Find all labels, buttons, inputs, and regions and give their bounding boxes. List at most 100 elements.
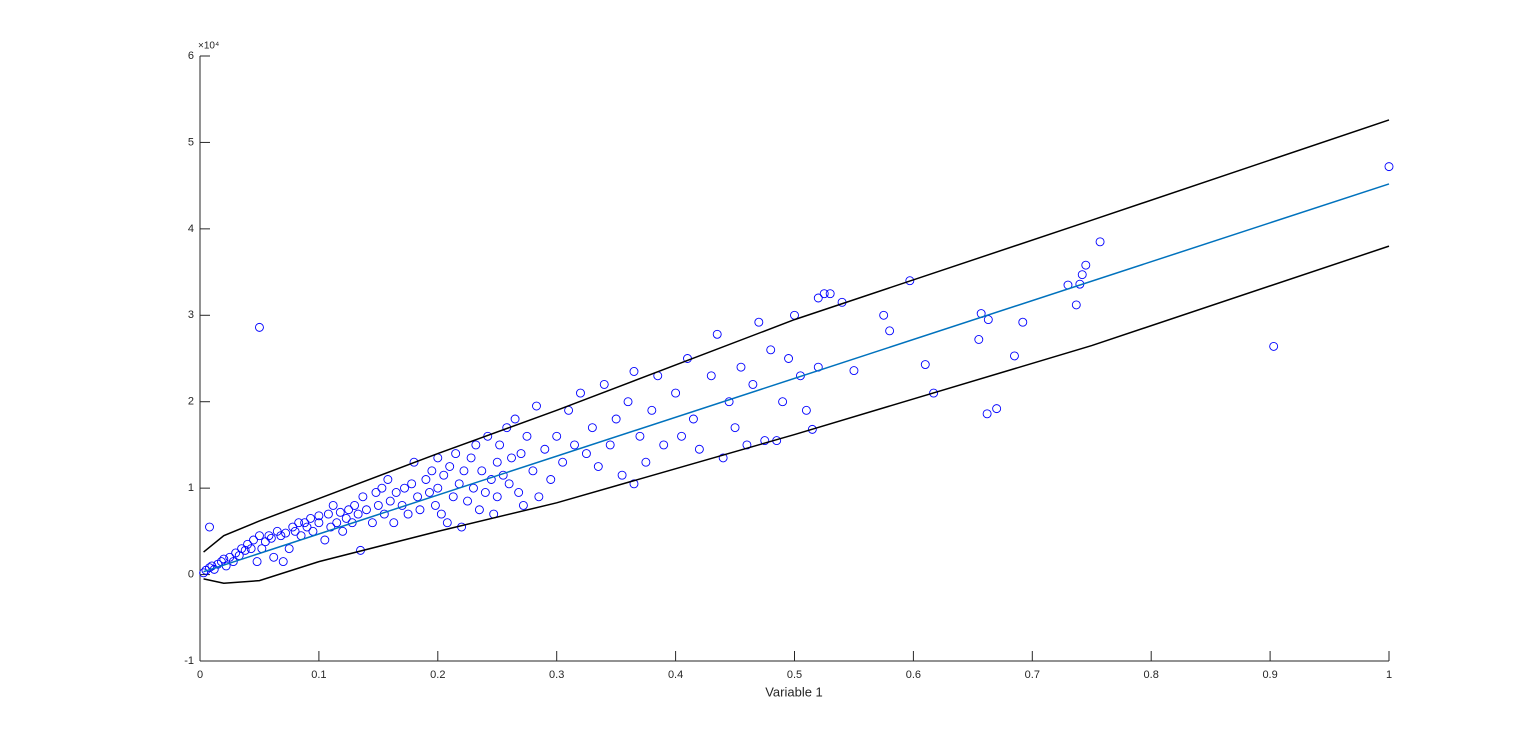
data-point [477, 466, 487, 476]
data-point [373, 500, 383, 510]
data-point [641, 457, 651, 467]
data-point [974, 335, 984, 344]
data-point [748, 379, 758, 389]
data-point [284, 544, 294, 554]
data-point [504, 479, 514, 489]
line [203, 119, 1390, 553]
x-tick-label: 0.1 [311, 669, 326, 681]
data-point [383, 475, 393, 484]
x-tick-label: 0.7 [1025, 669, 1040, 681]
data-point [518, 500, 528, 510]
data-point [1081, 260, 1091, 270]
data-point [306, 513, 316, 523]
data-point [425, 488, 434, 497]
data-point [314, 511, 324, 521]
data-point [377, 483, 387, 493]
data-point [308, 526, 318, 536]
y-tick-label: -1 [184, 655, 194, 667]
data-point [341, 513, 351, 523]
data-point [358, 492, 368, 502]
data-point [255, 531, 264, 541]
data-point [415, 505, 425, 515]
data-point [328, 500, 338, 510]
data-point [677, 431, 686, 441]
data-point [825, 289, 835, 299]
data-point [433, 483, 443, 493]
data-point [514, 488, 524, 497]
y-tick-label: 5 [188, 136, 194, 148]
data-point [1018, 317, 1028, 327]
data-point [983, 315, 993, 325]
data-point [269, 552, 279, 562]
data-point [347, 518, 357, 528]
data-point [647, 405, 657, 415]
data-point [427, 466, 437, 476]
data-point [712, 329, 722, 339]
data-point [413, 492, 423, 502]
data-point [546, 475, 556, 484]
data-point [471, 440, 481, 450]
data-point [300, 518, 310, 528]
data-point [801, 405, 811, 415]
data-point [507, 453, 516, 463]
line [203, 183, 1390, 573]
data-point [736, 362, 746, 372]
data-point [1384, 162, 1394, 172]
data-point [706, 371, 716, 381]
data-point [302, 522, 312, 532]
data-point [671, 388, 681, 398]
data-point [445, 462, 455, 471]
data-point [784, 354, 794, 363]
data-point [635, 431, 645, 441]
data-point [532, 401, 541, 411]
x-tick-label: 0.9 [1262, 669, 1277, 681]
data-point [807, 424, 817, 434]
data-point [778, 397, 788, 407]
data-point [510, 414, 520, 424]
x-tick-label: 0.8 [1144, 669, 1159, 681]
data-point [407, 479, 417, 489]
data-point [540, 444, 550, 454]
data-point [278, 557, 288, 567]
x-tick-label: 1 [1386, 669, 1392, 681]
data-point [288, 522, 298, 532]
x-tick-label: 0.3 [549, 669, 564, 681]
x-tick-label: 0.5 [787, 669, 802, 681]
x-axis-label: Variable 1 [765, 684, 823, 699]
data-point [463, 496, 472, 506]
y-tick-label: 4 [188, 223, 194, 235]
data-point [264, 531, 274, 541]
data-point [920, 360, 930, 369]
data-point [813, 293, 823, 303]
y-tick-label: 1 [188, 482, 194, 494]
data-point [1095, 237, 1105, 247]
data-point [688, 414, 698, 424]
data-point [730, 423, 740, 433]
data-point [534, 492, 544, 502]
data-point [611, 414, 621, 424]
data-point [332, 518, 342, 528]
data-point [255, 322, 264, 332]
data-point [199, 568, 209, 578]
data-point [314, 518, 324, 528]
data-point [516, 449, 526, 459]
data-point [754, 317, 764, 327]
data-point [659, 440, 669, 450]
data-point [290, 526, 300, 536]
data-point [385, 496, 395, 506]
data-point [558, 457, 568, 467]
data-point [409, 457, 419, 467]
data-point [240, 545, 250, 555]
data-point [766, 345, 776, 355]
data-point [323, 509, 333, 519]
data-point [391, 488, 401, 497]
line [203, 245, 1390, 584]
data-point [228, 557, 238, 567]
data-point [249, 535, 258, 545]
data-point [474, 505, 484, 515]
x-tick-label: 0.4 [668, 669, 683, 681]
data-point [371, 488, 381, 497]
data-point [570, 440, 579, 450]
data-point [421, 475, 431, 484]
